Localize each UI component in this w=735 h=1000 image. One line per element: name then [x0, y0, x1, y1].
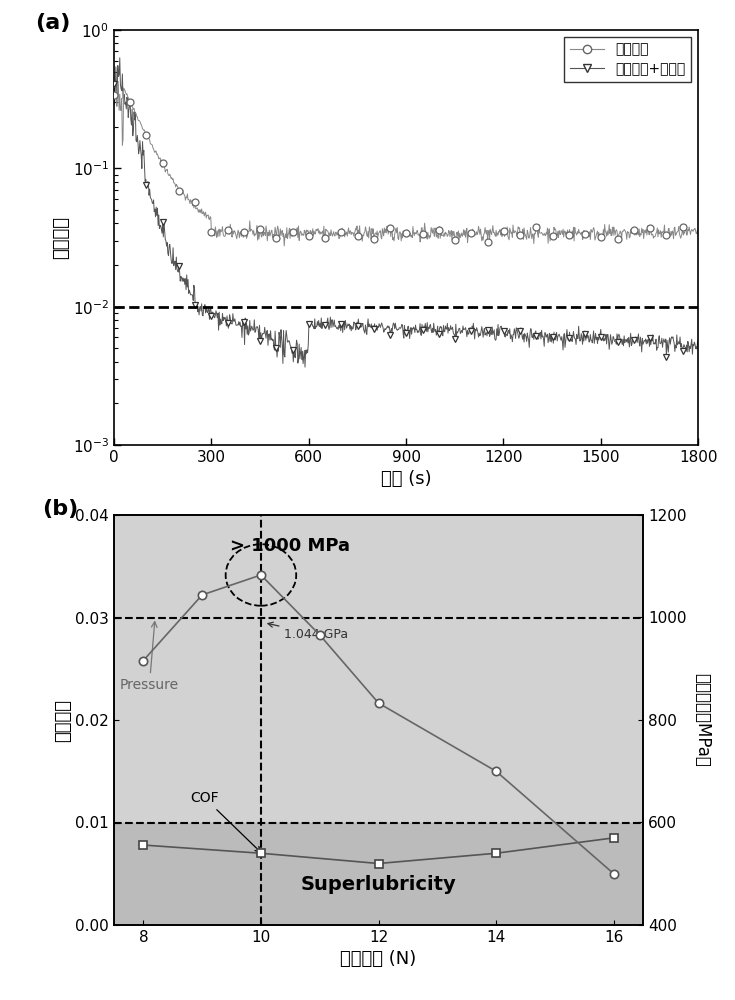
- Y-axis label: 摩擦系数: 摩擦系数: [52, 216, 70, 259]
- Y-axis label: 接触压强（MPa）: 接触压强（MPa）: [694, 673, 711, 767]
- Bar: [114, 822, 643, 925]
- Y-axis label: 摩擦系数: 摩擦系数: [54, 698, 73, 742]
- Text: (b): (b): [43, 499, 79, 519]
- Text: Pressure: Pressure: [120, 622, 179, 692]
- Text: 1.044 GPa: 1.044 GPa: [268, 622, 348, 641]
- Text: Superlubricity: Superlubricity: [301, 874, 456, 894]
- Text: (a): (a): [35, 13, 71, 33]
- X-axis label: 时间 (s): 时间 (s): [381, 470, 431, 488]
- X-axis label: 法向载荷 (N): 法向载荷 (N): [340, 950, 417, 968]
- Text: COF: COF: [190, 791, 261, 852]
- Legend: 离子液体, 离子液体+水滑石: 离子液体, 离子液体+水滑石: [564, 37, 692, 82]
- Text: > 1000 MPa: > 1000 MPa: [230, 537, 351, 555]
